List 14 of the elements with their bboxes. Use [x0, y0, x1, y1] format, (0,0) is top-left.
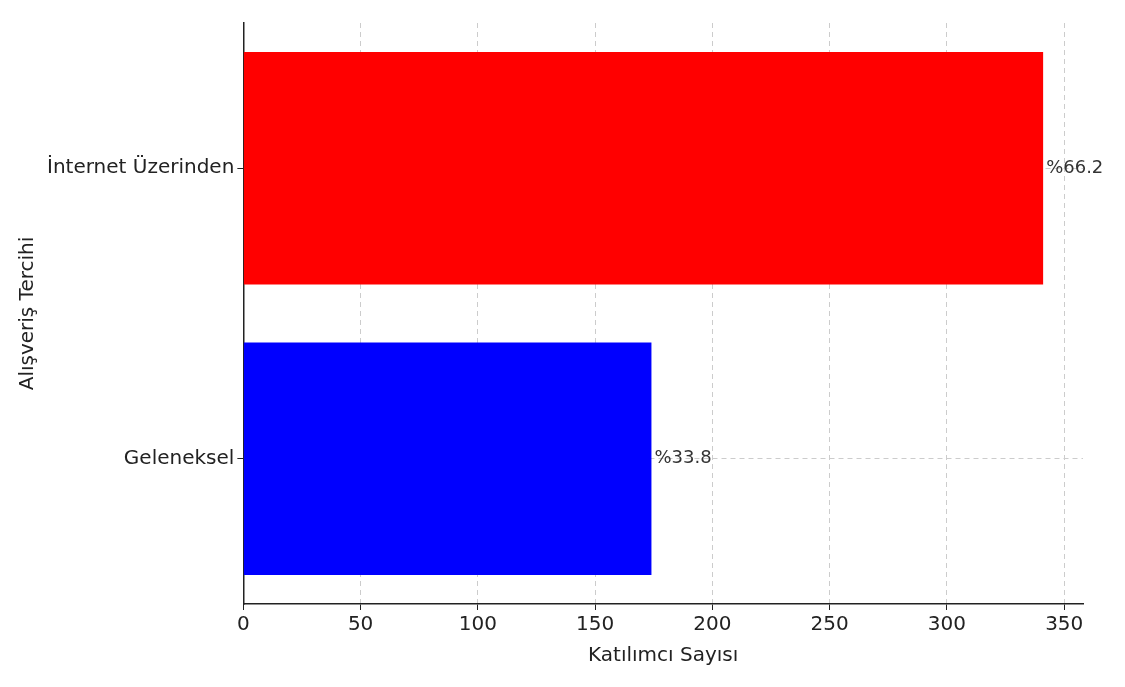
x-tick-label: 350 [1045, 611, 1084, 636]
y-axis-title: Alışveriş Tercihi [14, 236, 39, 391]
x-tick-label: 100 [458, 611, 497, 636]
x-axis-title: Katılımcı Sayısı [588, 642, 739, 667]
x-tick-label: 300 [927, 611, 967, 636]
annotation: %33.8 [654, 446, 712, 468]
x-tick-label: 200 [693, 611, 732, 636]
y-tick-label: İnternet Üzerinden [47, 154, 235, 179]
x-tick-label: 50 [347, 611, 374, 636]
y-tick-label: Geleneksel [123, 444, 235, 469]
annotation: %66.2 [1046, 155, 1104, 177]
x-tick-label: 0 [236, 611, 250, 636]
x-tick-label: 150 [576, 611, 615, 636]
x-tick-label: 250 [810, 611, 849, 636]
